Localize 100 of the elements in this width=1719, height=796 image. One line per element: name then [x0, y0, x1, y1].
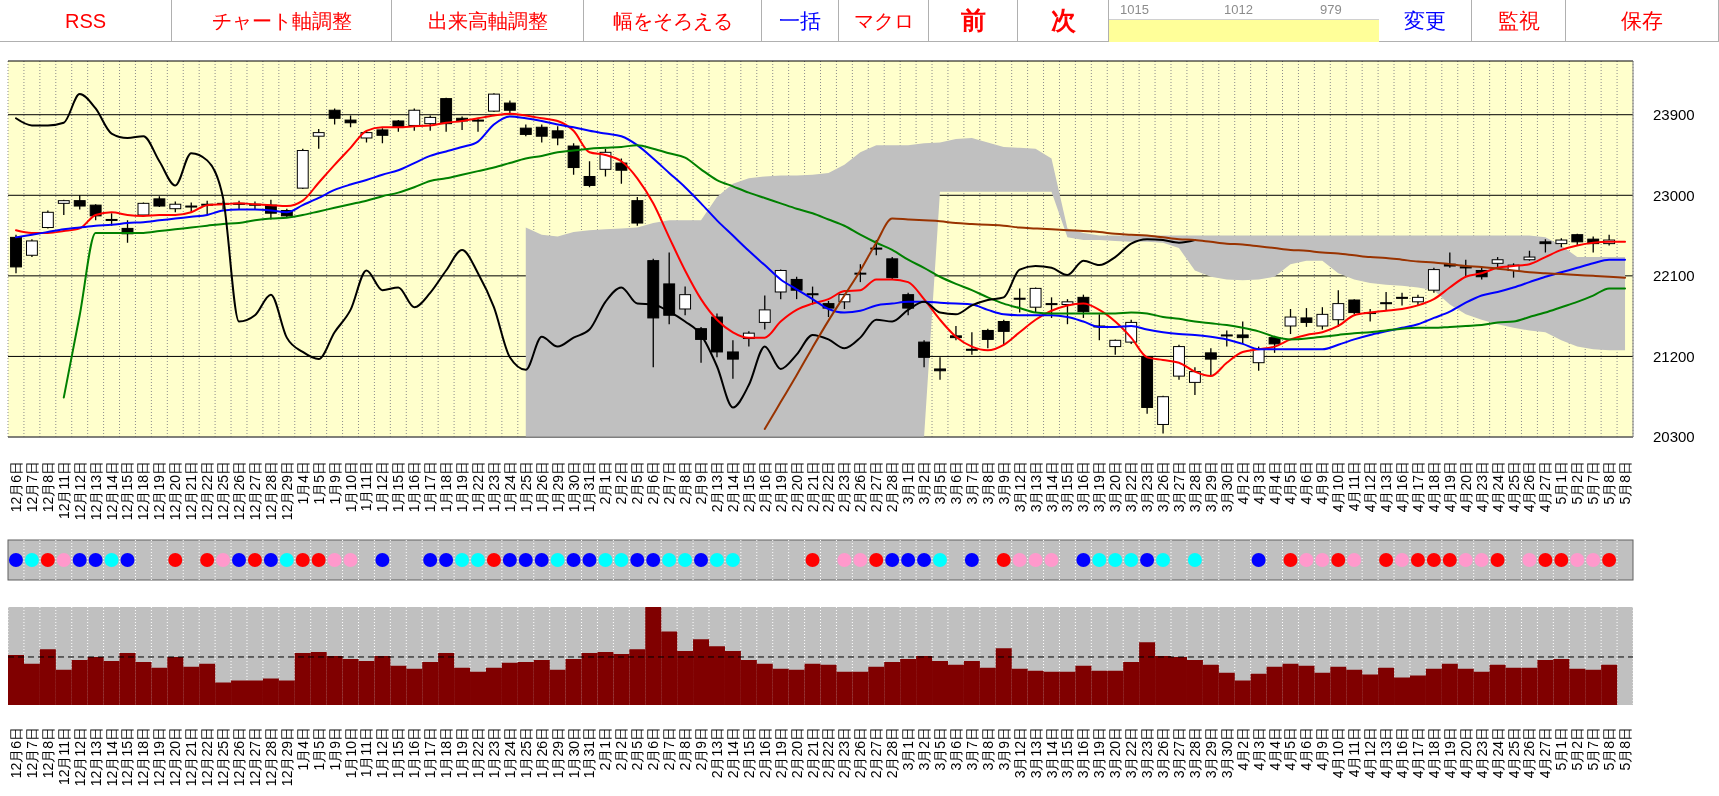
- x-tick-label: 12月27日: [246, 727, 263, 787]
- x-tick-label: 2月19日: [772, 461, 789, 513]
- x-tick-label: 4月23日: [1473, 461, 1490, 513]
- x-tick-label: 12月13日: [87, 727, 104, 787]
- x-tick-label: 3月7日: [963, 727, 980, 771]
- x-tick-label: 4月3日: [1250, 727, 1267, 771]
- x-tick-label: 1月26日: [533, 727, 550, 779]
- x-tick-label: 12月19日: [151, 461, 168, 521]
- x-tick-label: 4月5日: [1282, 727, 1299, 771]
- x-tick-label: 4月6日: [1298, 461, 1315, 505]
- x-tick-label: 1月24日: [501, 727, 518, 779]
- x-tick-label: 4月25日: [1505, 727, 1522, 779]
- x-tick-label: 5月2日: [1569, 727, 1586, 771]
- x-tick-label: 1月22日: [469, 727, 486, 779]
- text: 監視: [1497, 9, 1540, 32]
- x-tick-label: 4月24日: [1489, 461, 1506, 513]
- x-tick-label: 3月5日: [931, 461, 948, 505]
- x-tick-label: 4月17日: [1409, 461, 1426, 513]
- text: RSS: [64, 9, 107, 32]
- x-tick-label: 12月8日: [39, 727, 56, 779]
- x-tick-label: 3月28日: [1186, 461, 1203, 513]
- x-tick-label: 3月16日: [1075, 727, 1092, 779]
- x-tick-label: 3月26日: [1155, 727, 1172, 779]
- x-tick-label: 2月23日: [836, 727, 853, 779]
- text: マクロ: [853, 9, 914, 32]
- x-tick-label: 3月26日: [1155, 461, 1172, 513]
- x-tick-label: 2月15日: [740, 461, 757, 513]
- x-tick-label: 1月23日: [485, 461, 502, 513]
- x-tick-label: 12月20日: [167, 461, 184, 521]
- x-tick-label: 12月22日: [199, 727, 216, 787]
- x-tick-label: 1月10日: [342, 461, 359, 513]
- text: 979: [1320, 2, 1342, 17]
- x-tick-label: 4月2日: [1234, 727, 1251, 771]
- x-tick-label: 4月9日: [1314, 461, 1331, 505]
- x-tick-label: 2月22日: [820, 727, 837, 779]
- x-tick-label: 1月16日: [406, 727, 423, 779]
- x-tick-label: 4月25日: [1505, 461, 1522, 513]
- text: 一括: [779, 9, 821, 32]
- x-tick-label: 12月21日: [183, 727, 200, 787]
- x-tick-label: 12月27日: [246, 461, 263, 521]
- x-tick-label: 12月6日: [7, 461, 24, 513]
- x-tick-label: 1月9日: [326, 727, 343, 771]
- x-tick-label: 5月7日: [1585, 727, 1602, 771]
- x-tick-label: 3月6日: [947, 461, 964, 505]
- x-tick-label: 2月14日: [724, 727, 741, 779]
- text: 1015: [1120, 2, 1149, 17]
- x-tick-label: 1月26日: [533, 461, 550, 513]
- y-tick-label: 23000: [1653, 186, 1695, 204]
- x-tick-label: 2月26日: [852, 727, 869, 779]
- x-tick-label: 2月23日: [836, 461, 853, 513]
- x-tick-label: 4月16日: [1394, 461, 1410, 513]
- x-tick-label: 12月6日: [7, 727, 24, 779]
- x-tick-label: 2月9日: [693, 461, 710, 505]
- x-tick-label: 3月23日: [1139, 461, 1156, 513]
- text: チャート軸調整: [211, 9, 352, 32]
- x-tick-label: 5月8日: [1601, 461, 1618, 505]
- x-tick-label: 4月19日: [1441, 727, 1458, 779]
- x-tick-label: 2月16日: [756, 727, 773, 779]
- x-tick-label: 5月7日: [1585, 461, 1602, 505]
- x-tick-label: 1月11日: [358, 727, 375, 778]
- x-tick-label: 1月25日: [517, 461, 534, 513]
- x-tick-label: 3月12日: [1011, 461, 1028, 513]
- x-tick-label: 1月15日: [390, 461, 407, 513]
- x-tick-label: 4月4日: [1266, 727, 1283, 771]
- x-tick-label: 4月12日: [1362, 727, 1379, 779]
- x-tick-label: 2月27日: [868, 461, 885, 513]
- x-tick-label: 2月21日: [804, 461, 821, 513]
- x-tick-label: 3月19日: [1091, 727, 1108, 779]
- x-tick-label: 2月7日: [661, 727, 678, 771]
- x-tick-label: 1月18日: [438, 727, 455, 779]
- x-tick-label: 4月2日: [1234, 461, 1251, 505]
- x-tick-label: 3月1日: [900, 461, 917, 505]
- x-tick-label: 1月10日: [342, 727, 359, 779]
- x-tick-label: 3月8日: [979, 461, 996, 505]
- x-tick-label: 1月11日: [358, 461, 375, 512]
- x-tick-label: 3月1日: [900, 727, 917, 771]
- x-tick-label: 3月13日: [1027, 727, 1044, 779]
- x-tick-label: 3月19日: [1091, 461, 1108, 513]
- x-tick-label: 5月8日: [1617, 727, 1634, 771]
- x-tick-label: 5月2日: [1569, 461, 1586, 505]
- text: 変更: [1404, 9, 1446, 32]
- x-tick-label: 4月26日: [1521, 461, 1538, 513]
- x-tick-label: 2月7日: [661, 461, 678, 505]
- x-tick-label: 2月20日: [788, 461, 805, 513]
- x-tick-label: 2月19日: [772, 727, 789, 779]
- x-tick-label: 3月20日: [1107, 461, 1124, 513]
- x-tick-label: 2月26日: [852, 461, 869, 513]
- x-tick-label: 4月13日: [1378, 727, 1395, 779]
- x-tick-label: 12月11日: [55, 727, 72, 786]
- x-tick-label: 4月20日: [1457, 727, 1474, 779]
- x-tick-label: 3月20日: [1107, 727, 1124, 779]
- text: 保存: [1621, 9, 1663, 32]
- x-tick-label: 4月9日: [1314, 727, 1331, 771]
- x-tick-label: 4月17日: [1409, 727, 1426, 779]
- x-tick-label: 12月14日: [103, 727, 120, 787]
- x-tick-label: 4月11日: [1346, 461, 1363, 512]
- x-tick-label: 12月11日: [55, 461, 72, 520]
- x-tick-label: 2月28日: [884, 461, 901, 513]
- x-tick-label: 2月5日: [629, 727, 646, 771]
- x-tick-label: 3月6日: [947, 727, 964, 771]
